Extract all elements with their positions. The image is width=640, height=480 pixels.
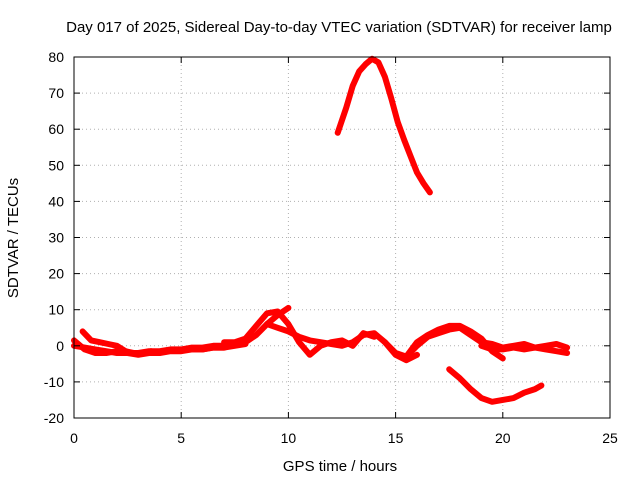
tick-group: 0 5 10 15 20 25 -20 -10 0 10 20 30 40 50 60 70 80 (44, 49, 618, 446)
y-tick-label: 60 (48, 121, 64, 137)
series-line-track-j (478, 342, 571, 356)
x-tick-label: 0 (70, 430, 78, 446)
y-tick-label: 70 (48, 85, 64, 101)
x-axis-label: GPS time / hours (283, 458, 397, 475)
chart-title: Day 017 of 2025, Sidereal Day-to-day VTE… (66, 19, 612, 36)
y-tick-label: -10 (44, 374, 64, 390)
series-line-track-k (446, 366, 545, 405)
y-tick-label: 20 (48, 266, 64, 282)
series-line-track-c (79, 328, 155, 356)
y-axis-label: SDTVAR / TECUs (5, 178, 22, 298)
y-tick-label: 80 (48, 49, 64, 65)
y-tick-label: 30 (48, 230, 64, 246)
y-tick-label: -20 (44, 410, 64, 426)
y-tick-label: 50 (48, 157, 64, 173)
x-tick-label: 20 (495, 430, 511, 446)
y-tick-label: 10 (48, 302, 64, 318)
y-tick-label: 0 (56, 338, 64, 354)
x-tick-label: 5 (177, 430, 185, 446)
series-group (71, 55, 571, 405)
x-tick-label: 25 (602, 430, 618, 446)
x-tick-label: 10 (281, 430, 297, 446)
x-tick-label: 15 (388, 430, 404, 446)
series-line-track-g (334, 55, 433, 196)
y-tick-label: 40 (48, 193, 64, 209)
